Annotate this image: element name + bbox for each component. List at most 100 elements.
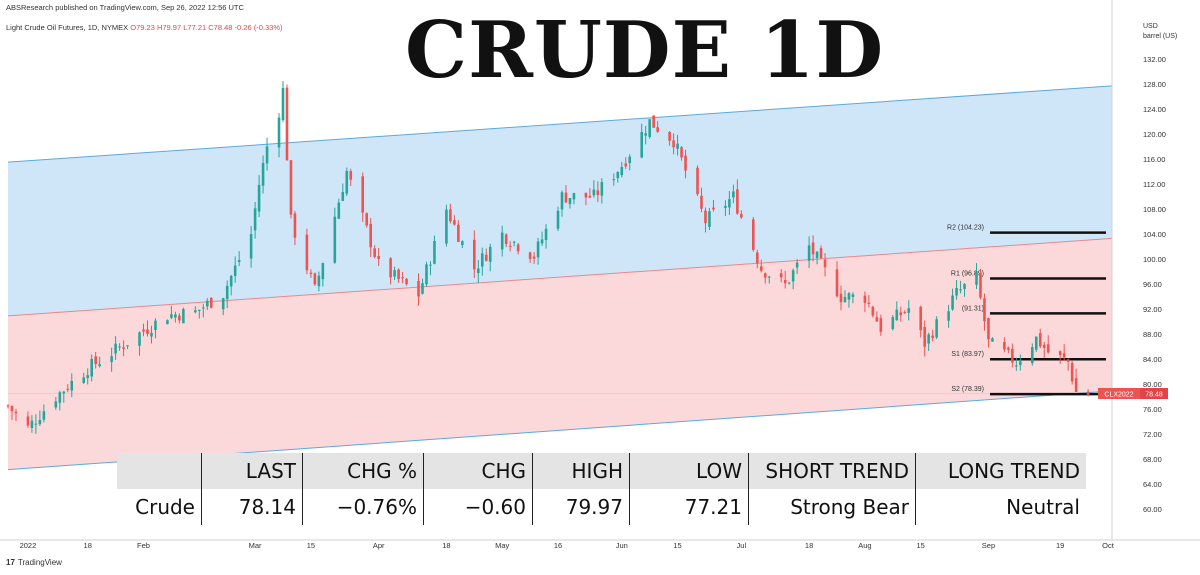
candle-body: [1038, 333, 1042, 347]
candle-body: [1046, 344, 1050, 353]
candle-body: [257, 184, 261, 212]
candle-body: [648, 119, 651, 137]
candle-body: [843, 297, 847, 302]
candle-body: [62, 391, 66, 394]
candle-body: [759, 266, 763, 271]
candle-body: [393, 270, 396, 277]
candle-body: [142, 329, 145, 332]
candle-body: [923, 326, 926, 347]
candle-body: [90, 358, 93, 377]
candle-body: [783, 279, 787, 284]
candle-body: [373, 248, 376, 257]
candle-body: [931, 335, 934, 339]
price-axis: 60.00 64.00 68.00 72.00 76.00 80.00 84.00 88.00…: [1111, 0, 1166, 540]
time-tick-label: 18: [442, 541, 450, 550]
symbol-name[interactable]: Light Crude Oil Futures, 1D, NYMEX: [6, 23, 129, 32]
candle-body: [791, 270, 795, 282]
candle-body: [927, 334, 930, 344]
candle-body: [126, 345, 129, 347]
time-tick-label: Oct: [1102, 541, 1115, 550]
candle-body: [34, 423, 38, 425]
chart-title: CRUDE 1D: [405, 5, 885, 96]
tradingview-logo[interactable]: 17 TradingView: [6, 558, 62, 567]
candle-body: [309, 272, 313, 274]
candle-body: [847, 293, 851, 300]
candle-body: [1070, 362, 1074, 382]
candle-body: [628, 156, 632, 164]
candle-body: [963, 284, 966, 289]
header-cell-short-trend: SHORT TREND: [748, 453, 916, 489]
candle-body: [66, 388, 70, 390]
candle-body: [624, 163, 628, 167]
price-tick-label: 68.00: [1143, 455, 1162, 464]
price-tick-label: 128.00: [1143, 80, 1166, 89]
candle-body: [620, 167, 624, 176]
candle-body: [740, 214, 743, 218]
candle-body: [146, 329, 149, 334]
price-tick-label: 120.00: [1143, 130, 1166, 139]
header-cell-chg-pct: CHG %: [302, 453, 424, 489]
cell-short-trend: Strong Bear: [748, 489, 916, 525]
middle-channel-line: [7, 237, 1113, 317]
candle-body: [425, 264, 428, 285]
candle-body: [728, 199, 731, 208]
upper-channel-line: [7, 85, 1113, 163]
time-tick-label: May: [495, 541, 509, 550]
candle-body: [732, 191, 735, 198]
candle-body: [317, 275, 321, 287]
price-tick-label: 76.00: [1143, 405, 1162, 414]
time-tick-label: 15: [917, 541, 925, 550]
pivot-levels: R2 (104.23) R1 (96.89) (91.31) S1 (83.97) S2…: [947, 225, 1106, 396]
cell-chg-pct: −0.76%: [302, 489, 424, 525]
cell-chg: −0.60: [423, 489, 533, 525]
candle-body: [285, 87, 289, 161]
candle-body: [951, 295, 954, 310]
candle-body: [891, 317, 895, 330]
candle-body: [596, 190, 600, 196]
pivot-level-label: S1 (83.97): [951, 351, 984, 358]
candle-body: [118, 346, 121, 348]
time-tick-label: 19: [1056, 541, 1064, 550]
time-tick-label: Aug: [858, 541, 871, 550]
candle-body: [110, 356, 113, 363]
candle-body: [839, 293, 843, 303]
candle-body: [138, 332, 141, 346]
candle-body: [696, 167, 699, 195]
candle-body: [178, 315, 181, 321]
unit-label: barrel (US): [1143, 33, 1178, 40]
time-tick-label: 18: [805, 541, 813, 550]
candle-body: [568, 198, 572, 205]
price-tag-value-box: [1140, 388, 1168, 399]
candle-body: [556, 210, 560, 229]
candle-body: [42, 411, 46, 420]
candle-body: [700, 195, 703, 209]
candle-body: [787, 282, 791, 284]
candle-body: [879, 318, 883, 332]
candle-body: [875, 317, 879, 322]
candle-body: [564, 192, 568, 203]
candle-body: [919, 306, 922, 331]
cell-last: 78.14: [201, 489, 303, 525]
candle-body: [457, 224, 460, 242]
candle-body: [680, 147, 683, 158]
candle-body: [150, 332, 153, 337]
ohlc-low: L77.21: [183, 23, 207, 32]
candle-body: [114, 343, 117, 354]
candle-body: [249, 234, 253, 259]
candle-body: [823, 259, 827, 268]
candle-body: [672, 140, 675, 148]
candle-body: [233, 265, 237, 276]
candle-body: [668, 132, 671, 141]
candle-body: [1086, 391, 1090, 395]
candle-body: [389, 258, 392, 278]
candle-body: [480, 253, 484, 267]
price-tick-label: 132.00: [1143, 55, 1166, 64]
header-cell-instrument: [117, 453, 202, 489]
candle-body: [337, 202, 341, 219]
candle-body: [361, 176, 365, 213]
ohlc-high: H79.97: [156, 23, 182, 32]
candle-body: [871, 306, 875, 316]
quote-data-row: Crude 78.14 −0.76% −0.60 79.97 77.21 Str…: [117, 489, 1086, 525]
candle-body: [98, 364, 101, 367]
